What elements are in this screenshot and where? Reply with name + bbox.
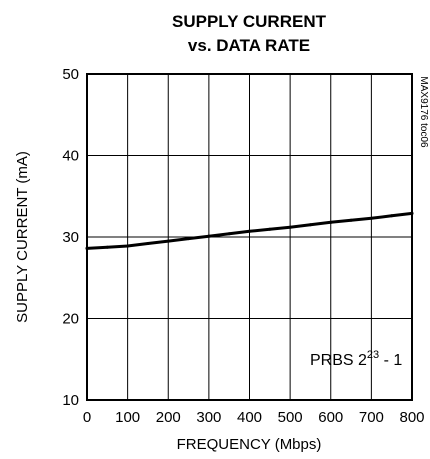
chart-title-line2: vs. DATA RATE — [188, 36, 310, 55]
data-point — [187, 237, 191, 241]
x-tick-label: 0 — [83, 409, 91, 426]
data-point — [308, 223, 312, 227]
plot-frame — [86, 73, 413, 401]
data-point — [390, 214, 394, 218]
x-tick-label: 700 — [359, 409, 384, 426]
annotation-base: PRBS 2 — [310, 352, 367, 369]
data-point — [248, 229, 251, 233]
x-tick-label: 600 — [318, 409, 343, 426]
x-axis-label: FREQUENCY (Mbps) — [177, 436, 322, 453]
y-tick-label: 40 — [62, 148, 79, 165]
data-point — [105, 245, 109, 249]
data-point — [329, 220, 333, 224]
data-point — [288, 225, 292, 229]
x-tick-labels: 0 100 200 300 400 500 600 700 800 — [83, 409, 425, 426]
data-point — [207, 234, 211, 238]
figure-code: MAX9176 toc06 — [418, 76, 429, 148]
data-point — [369, 216, 373, 220]
x-tick-label: 200 — [156, 409, 181, 426]
x-tick-label: 400 — [237, 409, 262, 426]
y-axis-label: SUPPLY CURRENT (mA) — [14, 151, 31, 323]
data-point — [166, 239, 170, 243]
x-tick-label: 800 — [399, 409, 424, 426]
data-point — [146, 242, 150, 246]
series — [85, 211, 414, 250]
data-point — [268, 227, 272, 231]
x-tick-label: 100 — [115, 409, 140, 426]
chart-title-line1: SUPPLY CURRENT — [172, 12, 327, 31]
chart-annotation: PRBS 223 - 1 — [310, 349, 402, 369]
y-tick-label: 10 — [62, 392, 79, 409]
data-point — [227, 232, 231, 236]
y-tick-label: 30 — [62, 229, 79, 246]
data-point — [349, 218, 353, 222]
x-tick-label: 500 — [278, 409, 303, 426]
x-tick-label: 300 — [196, 409, 221, 426]
y-tick-labels: 10 20 30 40 50 — [62, 66, 79, 409]
y-tick-label: 50 — [62, 66, 79, 83]
y-tick-label: 20 — [62, 311, 79, 328]
data-point — [126, 244, 130, 248]
annotation-tail: - 1 — [379, 352, 402, 369]
annotation-superscript: 23 — [367, 349, 379, 361]
